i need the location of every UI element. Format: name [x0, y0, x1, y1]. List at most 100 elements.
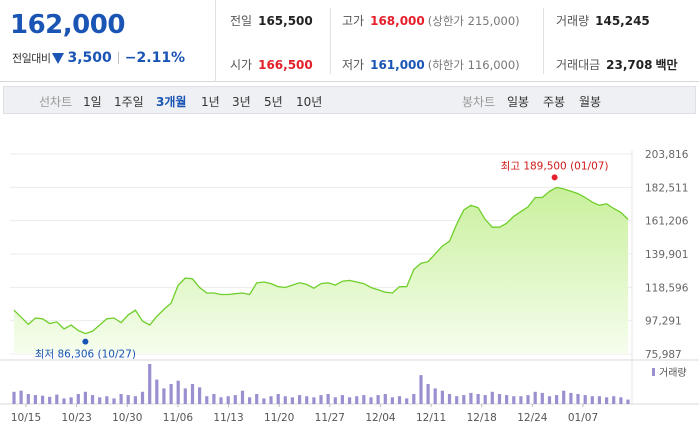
quote-divider — [543, 8, 544, 74]
volume-bar — [433, 388, 437, 404]
volume-bar — [183, 388, 187, 404]
volume-bar — [319, 395, 323, 404]
tab-10year[interactable]: 10년 — [296, 95, 323, 109]
volume-bar — [190, 384, 195, 404]
volume-bar — [90, 395, 95, 404]
volume-bar — [283, 396, 287, 404]
low-cell: 저가 161,000 (하한가 116,000) — [342, 56, 520, 73]
volume-bar — [619, 397, 623, 404]
volume-bar — [462, 395, 466, 404]
tab-1day[interactable]: 1일 — [83, 95, 102, 109]
volume-bar — [276, 394, 280, 404]
volume-bar — [597, 396, 601, 404]
volume-bar — [19, 390, 23, 404]
tab-1year[interactable]: 1년 — [201, 95, 220, 109]
volume-bar — [62, 398, 66, 404]
current-price-panel: 162,000 전일대비 3,500 −2.11% — [0, 0, 216, 82]
tab-3month[interactable]: 3개월 — [156, 95, 187, 109]
x-tick-label: 01/07 — [568, 412, 598, 424]
volume-bar — [348, 397, 352, 404]
change-value: 3,500 — [67, 50, 112, 66]
volume-bar — [562, 390, 566, 404]
volume-bar — [440, 390, 444, 404]
down-triangle-icon — [52, 52, 65, 64]
volume-value: 145,245 — [595, 13, 650, 28]
volume-bar — [205, 396, 209, 404]
price-chart-svg: 203,816 182,511 161,206 139,901 118,596 97,29… — [0, 149, 699, 424]
tab-5year[interactable]: 5년 — [264, 95, 283, 109]
high-cell: 고가 168,000 (상한가 215,000) — [342, 12, 520, 29]
volume-bar — [469, 392, 473, 404]
volume-bar — [305, 396, 309, 404]
tab-daily-candle[interactable]: 일봉 — [507, 95, 530, 109]
price-chart: 203,816 182,511 161,206 139,901 118,596 97,29… — [0, 120, 699, 442]
volume-bar — [376, 395, 380, 404]
volume-legend: 거래량 — [659, 367, 687, 379]
volume-bar — [397, 396, 402, 404]
x-tick-label: 11/13 — [213, 412, 243, 424]
x-tick-label: 11/27 — [315, 412, 345, 424]
low-value: 161,000 — [370, 57, 425, 72]
line-chart-group-label: 선차트 — [39, 95, 73, 109]
x-tick-label: 12/18 — [467, 412, 497, 424]
volume-bar — [55, 394, 59, 404]
volume-legend-swatch — [652, 368, 655, 376]
price-area — [14, 187, 628, 354]
volume-bar — [176, 380, 180, 404]
low-label: 저가 — [342, 58, 365, 72]
volume-bar — [626, 399, 630, 404]
change-percent: −2.11% — [124, 50, 186, 66]
volume-bar — [155, 379, 159, 404]
x-tick-label: 12/04 — [365, 412, 396, 424]
volume-bar — [41, 395, 45, 404]
min-annotation: 최저 86,306 (10/27) — [35, 349, 136, 361]
volume-bar — [126, 395, 130, 404]
volume-bar — [48, 396, 52, 404]
volume-bar — [569, 392, 573, 404]
amount-label: 거래대금 — [556, 58, 601, 72]
tab-3year[interactable]: 3년 — [232, 95, 251, 109]
change-label: 전일대비 — [12, 52, 51, 65]
volume-bar — [212, 394, 216, 404]
volume-bar — [505, 395, 509, 404]
quote-divider — [330, 8, 331, 74]
amount-cell: 거래대금 23,708 백만 — [556, 56, 678, 73]
open-cell: 시가 166,500 — [230, 56, 313, 73]
volume-bar — [612, 396, 616, 404]
volume-bar — [262, 398, 266, 404]
volume-bar — [390, 397, 394, 404]
volume-bar — [526, 395, 530, 404]
tab-monthly-candle[interactable]: 월봉 — [579, 95, 602, 109]
volume-bar — [383, 394, 387, 404]
volume-bar — [369, 397, 373, 404]
tab-1week[interactable]: 1주일 — [114, 95, 144, 109]
volume-bar — [226, 396, 230, 404]
volume-bar — [533, 391, 537, 404]
volume-bar — [119, 394, 123, 404]
volume-bar — [69, 397, 73, 404]
volume-bar — [333, 397, 337, 404]
volume-bar — [298, 395, 302, 404]
volume-bar — [362, 395, 366, 404]
x-tick-label: 10/15 — [11, 412, 41, 424]
volume-bar — [198, 387, 202, 404]
volume-bar — [455, 396, 459, 404]
tab-weekly-candle[interactable]: 주봉 — [543, 95, 566, 109]
open-value: 166,500 — [258, 57, 313, 72]
x-tick-label: 12/24 — [517, 412, 548, 424]
volume-bar — [540, 392, 544, 404]
high-label: 고가 — [342, 14, 365, 28]
volume-bar — [112, 398, 116, 404]
change-divider — [117, 52, 119, 64]
chart-period-tabs: 선차트 1일 1주일 3개월 1년 3년 5년 10년 봉차트 일봉 주봉 월봉 — [3, 86, 696, 114]
max-annotation: 최고 189,500 (01/07) — [501, 160, 609, 172]
y-tick-label: 139,901 — [645, 249, 688, 261]
volume-bar — [483, 395, 487, 404]
volume-bar — [519, 396, 523, 404]
volume-bar — [162, 388, 166, 404]
volume-bar — [355, 396, 359, 404]
volume-bar — [83, 391, 87, 404]
volume-bar — [412, 394, 416, 404]
volume-bar — [447, 394, 452, 404]
open-label: 시가 — [230, 58, 253, 72]
